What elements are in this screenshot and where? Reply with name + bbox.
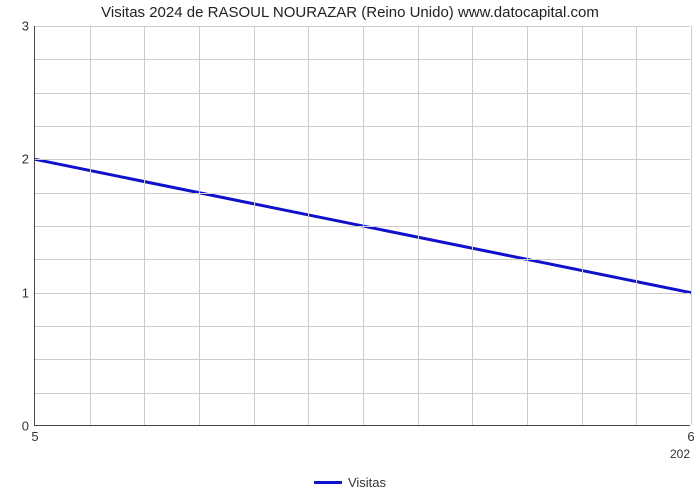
legend-swatch	[314, 481, 342, 484]
grid-line-h	[35, 293, 690, 294]
grid-line-h	[35, 326, 690, 327]
y-tick-label: 2	[22, 152, 29, 167]
grid-line-h	[35, 226, 690, 227]
x-secondary-label: 202	[670, 447, 690, 461]
line-chart: Visitas 2024 de RASOUL NOURAZAR (Reino U…	[0, 0, 700, 500]
y-tick-label: 0	[22, 419, 29, 434]
plot-area: 012356202	[34, 26, 690, 426]
y-tick-label: 1	[22, 285, 29, 300]
grid-line-h	[35, 93, 690, 94]
grid-line-h	[35, 393, 690, 394]
grid-line-h	[35, 59, 690, 60]
x-tick-label: 6	[687, 429, 694, 444]
grid-line-h	[35, 193, 690, 194]
grid-line-h	[35, 359, 690, 360]
legend-label: Visitas	[348, 475, 386, 490]
legend: Visitas	[0, 474, 700, 490]
grid-line-v	[691, 26, 692, 425]
grid-line-h	[35, 26, 690, 27]
grid-line-h	[35, 259, 690, 260]
grid-line-h	[35, 126, 690, 127]
chart-title: Visitas 2024 de RASOUL NOURAZAR (Reino U…	[0, 4, 700, 21]
x-tick-label: 5	[31, 429, 38, 444]
grid-line-h	[35, 159, 690, 160]
y-tick-label: 3	[22, 19, 29, 34]
